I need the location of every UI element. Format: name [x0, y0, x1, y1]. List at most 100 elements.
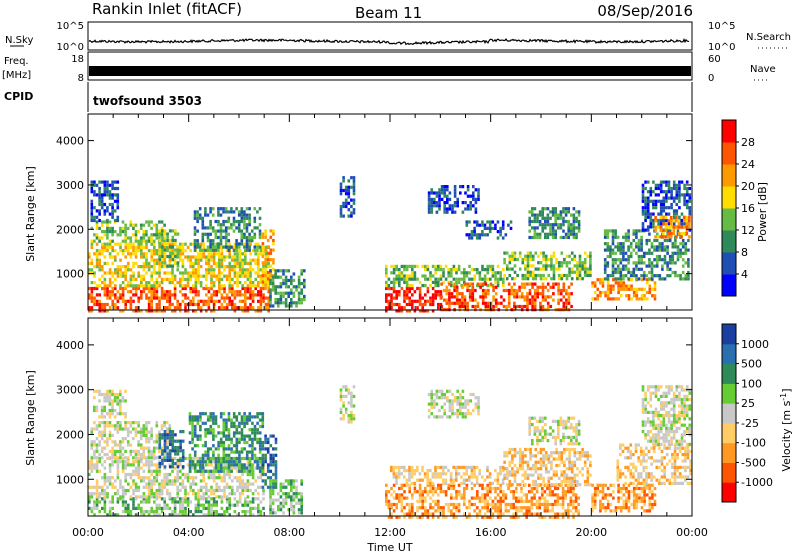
echo-cell	[683, 222, 686, 226]
echo-cell	[116, 296, 120, 300]
echo-cell	[235, 450, 239, 454]
echo-cell	[207, 265, 211, 269]
echo-cell	[108, 196, 112, 200]
echo-cell	[347, 417, 351, 421]
echo-cell	[218, 274, 221, 278]
echo-cell	[403, 512, 406, 516]
echo-cell	[251, 513, 255, 517]
echo-cell	[113, 408, 117, 413]
echo-cell	[256, 248, 259, 252]
echo-cell	[650, 245, 654, 249]
echo-cell	[145, 421, 148, 425]
echo-cell	[230, 210, 233, 214]
echo-cell	[603, 264, 607, 268]
echo-cell	[189, 261, 192, 265]
echo-cell	[246, 479, 250, 483]
echo-cell	[646, 209, 650, 213]
echo-cell	[627, 284, 631, 288]
echo-cell	[244, 296, 247, 300]
echo-cell	[197, 290, 200, 294]
echo-cell	[408, 309, 411, 313]
echo-cell	[241, 261, 244, 265]
echo-cell	[567, 298, 571, 302]
echo-cell	[147, 482, 151, 486]
echo-cell	[124, 255, 127, 259]
echo-cell	[193, 424, 197, 429]
echo-cell	[100, 415, 104, 419]
echo-cell	[342, 404, 345, 408]
echo-cell	[279, 504, 283, 509]
echo-cell	[119, 271, 122, 275]
echo-cell	[103, 492, 107, 496]
echo-cell	[192, 296, 195, 300]
echo-cell	[552, 277, 556, 281]
echo-cell	[651, 294, 654, 298]
echo-cell	[259, 299, 263, 303]
echo-cell	[230, 456, 233, 461]
echo-cell	[264, 437, 267, 441]
echo-cell	[199, 463, 202, 467]
echo-cell	[173, 476, 177, 480]
echo-cell	[567, 229, 570, 233]
echo-cell	[521, 277, 525, 281]
echo-cell	[124, 236, 127, 240]
echo-cell	[134, 233, 138, 237]
echo-cell	[153, 286, 156, 291]
echo-cell	[145, 437, 148, 441]
echo-cell	[544, 295, 547, 299]
echo-cell	[98, 236, 101, 240]
echo-cell	[168, 439, 172, 443]
echo-cell	[174, 232, 177, 236]
echo-cell	[465, 220, 469, 224]
echo-cell	[108, 456, 112, 460]
echo-cell	[235, 447, 239, 451]
echo-cell	[526, 301, 529, 305]
echo-cell	[103, 421, 107, 425]
echo-cell	[531, 285, 534, 289]
echo-cell	[681, 242, 685, 246]
echo-cell	[238, 466, 241, 470]
echo-cell	[596, 297, 600, 301]
echo-cell	[435, 194, 439, 198]
echo-cell	[645, 281, 649, 285]
echo-cell	[166, 277, 169, 281]
echo-cell	[347, 195, 351, 199]
echo-cell	[240, 239, 244, 243]
echo-cell	[197, 252, 200, 256]
echo-cell	[266, 466, 270, 470]
echo-cell	[171, 433, 175, 437]
echo-cell	[279, 301, 283, 305]
echo-cell	[640, 287, 644, 291]
echo-cell	[204, 431, 207, 435]
echo-cell	[390, 293, 393, 297]
echo-cell	[455, 285, 459, 289]
echo-cell	[158, 261, 161, 265]
echo-cell	[193, 469, 197, 473]
echo-cell	[565, 273, 569, 278]
echo-cell	[290, 288, 293, 292]
echo-cell	[166, 482, 169, 486]
echo-cell	[218, 265, 221, 269]
echo-cell	[565, 261, 569, 265]
echo-cell	[513, 264, 517, 268]
echo-cell	[161, 258, 164, 262]
echo-cell	[100, 193, 104, 197]
echo-cell	[199, 497, 203, 501]
echo-cell	[132, 500, 135, 504]
echo-cell	[606, 277, 610, 281]
echo-cell	[654, 202, 658, 207]
echo-cell	[95, 293, 99, 297]
echo-cell	[528, 235, 531, 240]
echo-cell	[667, 235, 670, 239]
echo-cell	[644, 215, 647, 219]
echo-cell	[201, 248, 205, 252]
echo-cell	[228, 252, 231, 256]
echo-cell	[611, 251, 615, 255]
echo-cell	[134, 469, 138, 473]
echo-cell	[290, 479, 293, 483]
echo-cell	[124, 472, 127, 477]
echo-cell	[225, 482, 229, 486]
echo-cell	[578, 277, 582, 281]
echo-cell	[557, 264, 561, 268]
echo-cell	[155, 293, 159, 297]
